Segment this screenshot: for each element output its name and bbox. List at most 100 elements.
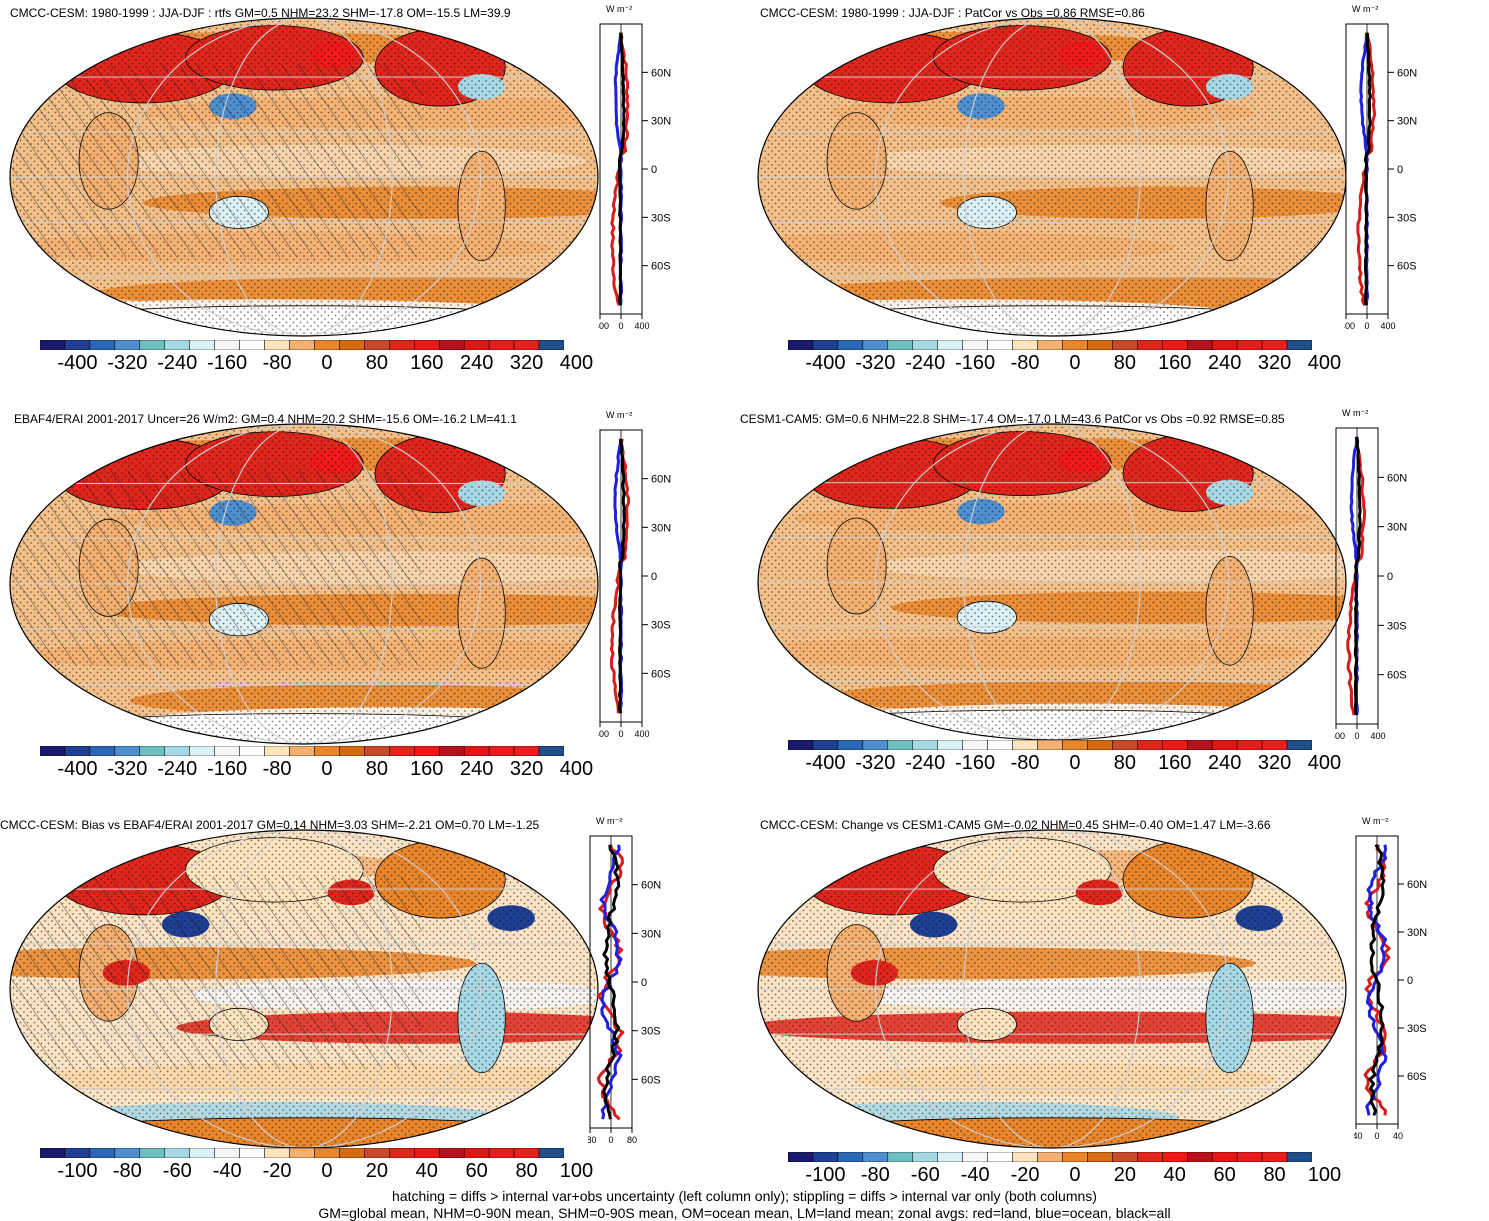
zonal-y-tick: 60S <box>1387 670 1407 682</box>
colorbar-swatch <box>812 340 839 350</box>
colorbar-swatch <box>912 1152 938 1162</box>
colorbar-swatch <box>239 1148 265 1158</box>
colorbar-swatch <box>264 746 290 756</box>
colorbar-swatch <box>1211 740 1238 750</box>
colorbar-swatch <box>1037 740 1063 750</box>
colorbar-tick-label: 100 <box>1307 1164 1342 1186</box>
zonal-x-tick: -400 <box>1334 731 1345 741</box>
colorbar-tick-label: -40 <box>960 1164 990 1186</box>
zonal-y-tick: 30S <box>1407 1023 1427 1035</box>
colorbar-swatch <box>289 1148 315 1158</box>
colorbar-tick-label: -80 <box>860 1164 890 1186</box>
colorbar-swatch <box>513 1148 540 1158</box>
colorbar-tick-label: 40 <box>415 1160 438 1182</box>
footer-line-2: GM=global mean, NHM=0-90N mean, SHM=0-90… <box>318 1205 1171 1221</box>
colorbar-tick-label: -60 <box>162 1160 192 1182</box>
colorbar-swatch <box>1236 740 1263 750</box>
colorbar-tick-label: -400 <box>57 352 98 374</box>
zonal-y-tick: 60N <box>1387 472 1407 484</box>
zonal-y-tick: 30S <box>1387 620 1407 632</box>
zonal-x-tick: 400 <box>1380 321 1395 331</box>
colorbar-swatch <box>40 340 66 350</box>
zonal-y-tick: 0 <box>1397 164 1403 176</box>
zonal-y-tick: 30N <box>641 928 661 940</box>
colorbar-swatch <box>389 1148 415 1158</box>
colorbar-swatch <box>862 340 889 350</box>
colorbar-swatch <box>812 1152 839 1162</box>
colorbar-swatch <box>1012 1152 1038 1162</box>
colorbar-swatch <box>1062 740 1088 750</box>
zonal-y-tick: 60N <box>641 880 661 892</box>
colorbar-tick-label: 160 <box>410 758 444 780</box>
zonal-y-tick: 60N <box>1397 67 1417 79</box>
world-map <box>9 829 599 1149</box>
colorbar <box>788 340 1312 350</box>
colorbar-tick-label: -80 <box>262 352 292 374</box>
zonal-y-tick: 30S <box>641 1026 661 1038</box>
panel-title: CMCC-CESM: Change vs CESM1-CAM5 GM=-0.02… <box>760 818 1271 832</box>
colorbar-swatch <box>64 340 91 350</box>
colorbar-swatch <box>538 746 564 756</box>
zonal-y-tick: 30N <box>651 522 671 534</box>
colorbar-tick-label: 60 <box>465 1160 488 1182</box>
zonal-y-tick: 0 <box>1407 975 1413 987</box>
colorbar-swatch <box>139 746 166 756</box>
zonal-y-tick: 60N <box>651 474 671 486</box>
colorbar-swatch <box>1137 740 1163 750</box>
colorbar <box>40 746 564 756</box>
colorbar-tick-label: -160 <box>207 758 248 780</box>
colorbar-swatch <box>438 1148 465 1158</box>
zonal-mean-plot: 60N 30N 0 30S 60S -80 0 80 <box>588 835 661 1145</box>
colorbar-swatch <box>114 746 141 756</box>
colorbar-tick-label: -80 <box>1010 752 1040 774</box>
colorbar-tick-label: 240 <box>1207 352 1242 374</box>
colorbar-swatch <box>513 746 540 756</box>
colorbar-swatch <box>214 340 240 350</box>
colorbar <box>40 1148 564 1158</box>
zonal-y-tick: 30N <box>1397 116 1417 128</box>
panel-title: CMCC-CESM: 1980-1999 : JJA-DJF : rtfs GM… <box>10 6 511 20</box>
colorbar-tick-label: -160 <box>955 752 996 774</box>
colorbar-swatch <box>837 340 864 350</box>
colorbar-swatch <box>862 740 889 750</box>
world-map <box>9 423 599 745</box>
colorbar-swatch <box>912 740 938 750</box>
colorbar-swatch <box>139 1148 166 1158</box>
colorbar-tick-label: 160 <box>1158 752 1192 774</box>
colorbar-swatch <box>414 1148 440 1158</box>
zonal-y-tick: 30N <box>1407 927 1427 939</box>
colorbar-swatch <box>1087 740 1113 750</box>
colorbar-swatch <box>289 340 315 350</box>
colorbar-swatch <box>438 340 465 350</box>
colorbar-swatch <box>887 1152 914 1162</box>
colorbar-swatch <box>1286 340 1312 350</box>
colorbar-tick-label: -240 <box>905 752 946 774</box>
colorbar-labels: -400 -320 -240 -160 -80 0 80 160 240 320 400 <box>40 352 593 378</box>
colorbar-swatch <box>1286 1152 1312 1162</box>
colorbar-tick-label: -100 <box>805 1164 846 1186</box>
zonal-y-tick: 0 <box>1387 571 1393 583</box>
unit-label: W m⁻² <box>606 410 633 420</box>
zonal-y-tick: 60N <box>651 67 671 79</box>
colorbar-tick-label: -240 <box>905 352 946 374</box>
colorbar-swatch <box>887 740 914 750</box>
colorbar-swatch <box>89 340 116 350</box>
colorbar-swatch <box>1162 1152 1188 1162</box>
zonal-x-tick: 80 <box>627 1135 637 1145</box>
zonal-x-tick: 0 <box>618 729 623 739</box>
colorbar-swatch <box>488 340 515 350</box>
colorbar-swatch <box>538 340 564 350</box>
colorbar-swatch <box>463 340 490 350</box>
colorbar <box>40 340 564 350</box>
colorbar-swatch <box>189 1148 215 1158</box>
colorbar-tick-label: 400 <box>559 352 594 374</box>
colorbar-swatch <box>1286 740 1312 750</box>
colorbar-tick-label: 40 <box>1163 1164 1186 1186</box>
zonal-mean-plot: 60N 30N 0 30S 60S -400 0 400 <box>1334 427 1407 741</box>
colorbar-swatch <box>389 746 415 756</box>
colorbar-swatch <box>189 340 215 350</box>
colorbar-swatch <box>114 1148 141 1158</box>
zonal-x-tick: 400 <box>634 321 649 331</box>
colorbar-tick-label: -320 <box>107 352 148 374</box>
zonal-y-tick: 30S <box>1397 212 1417 224</box>
